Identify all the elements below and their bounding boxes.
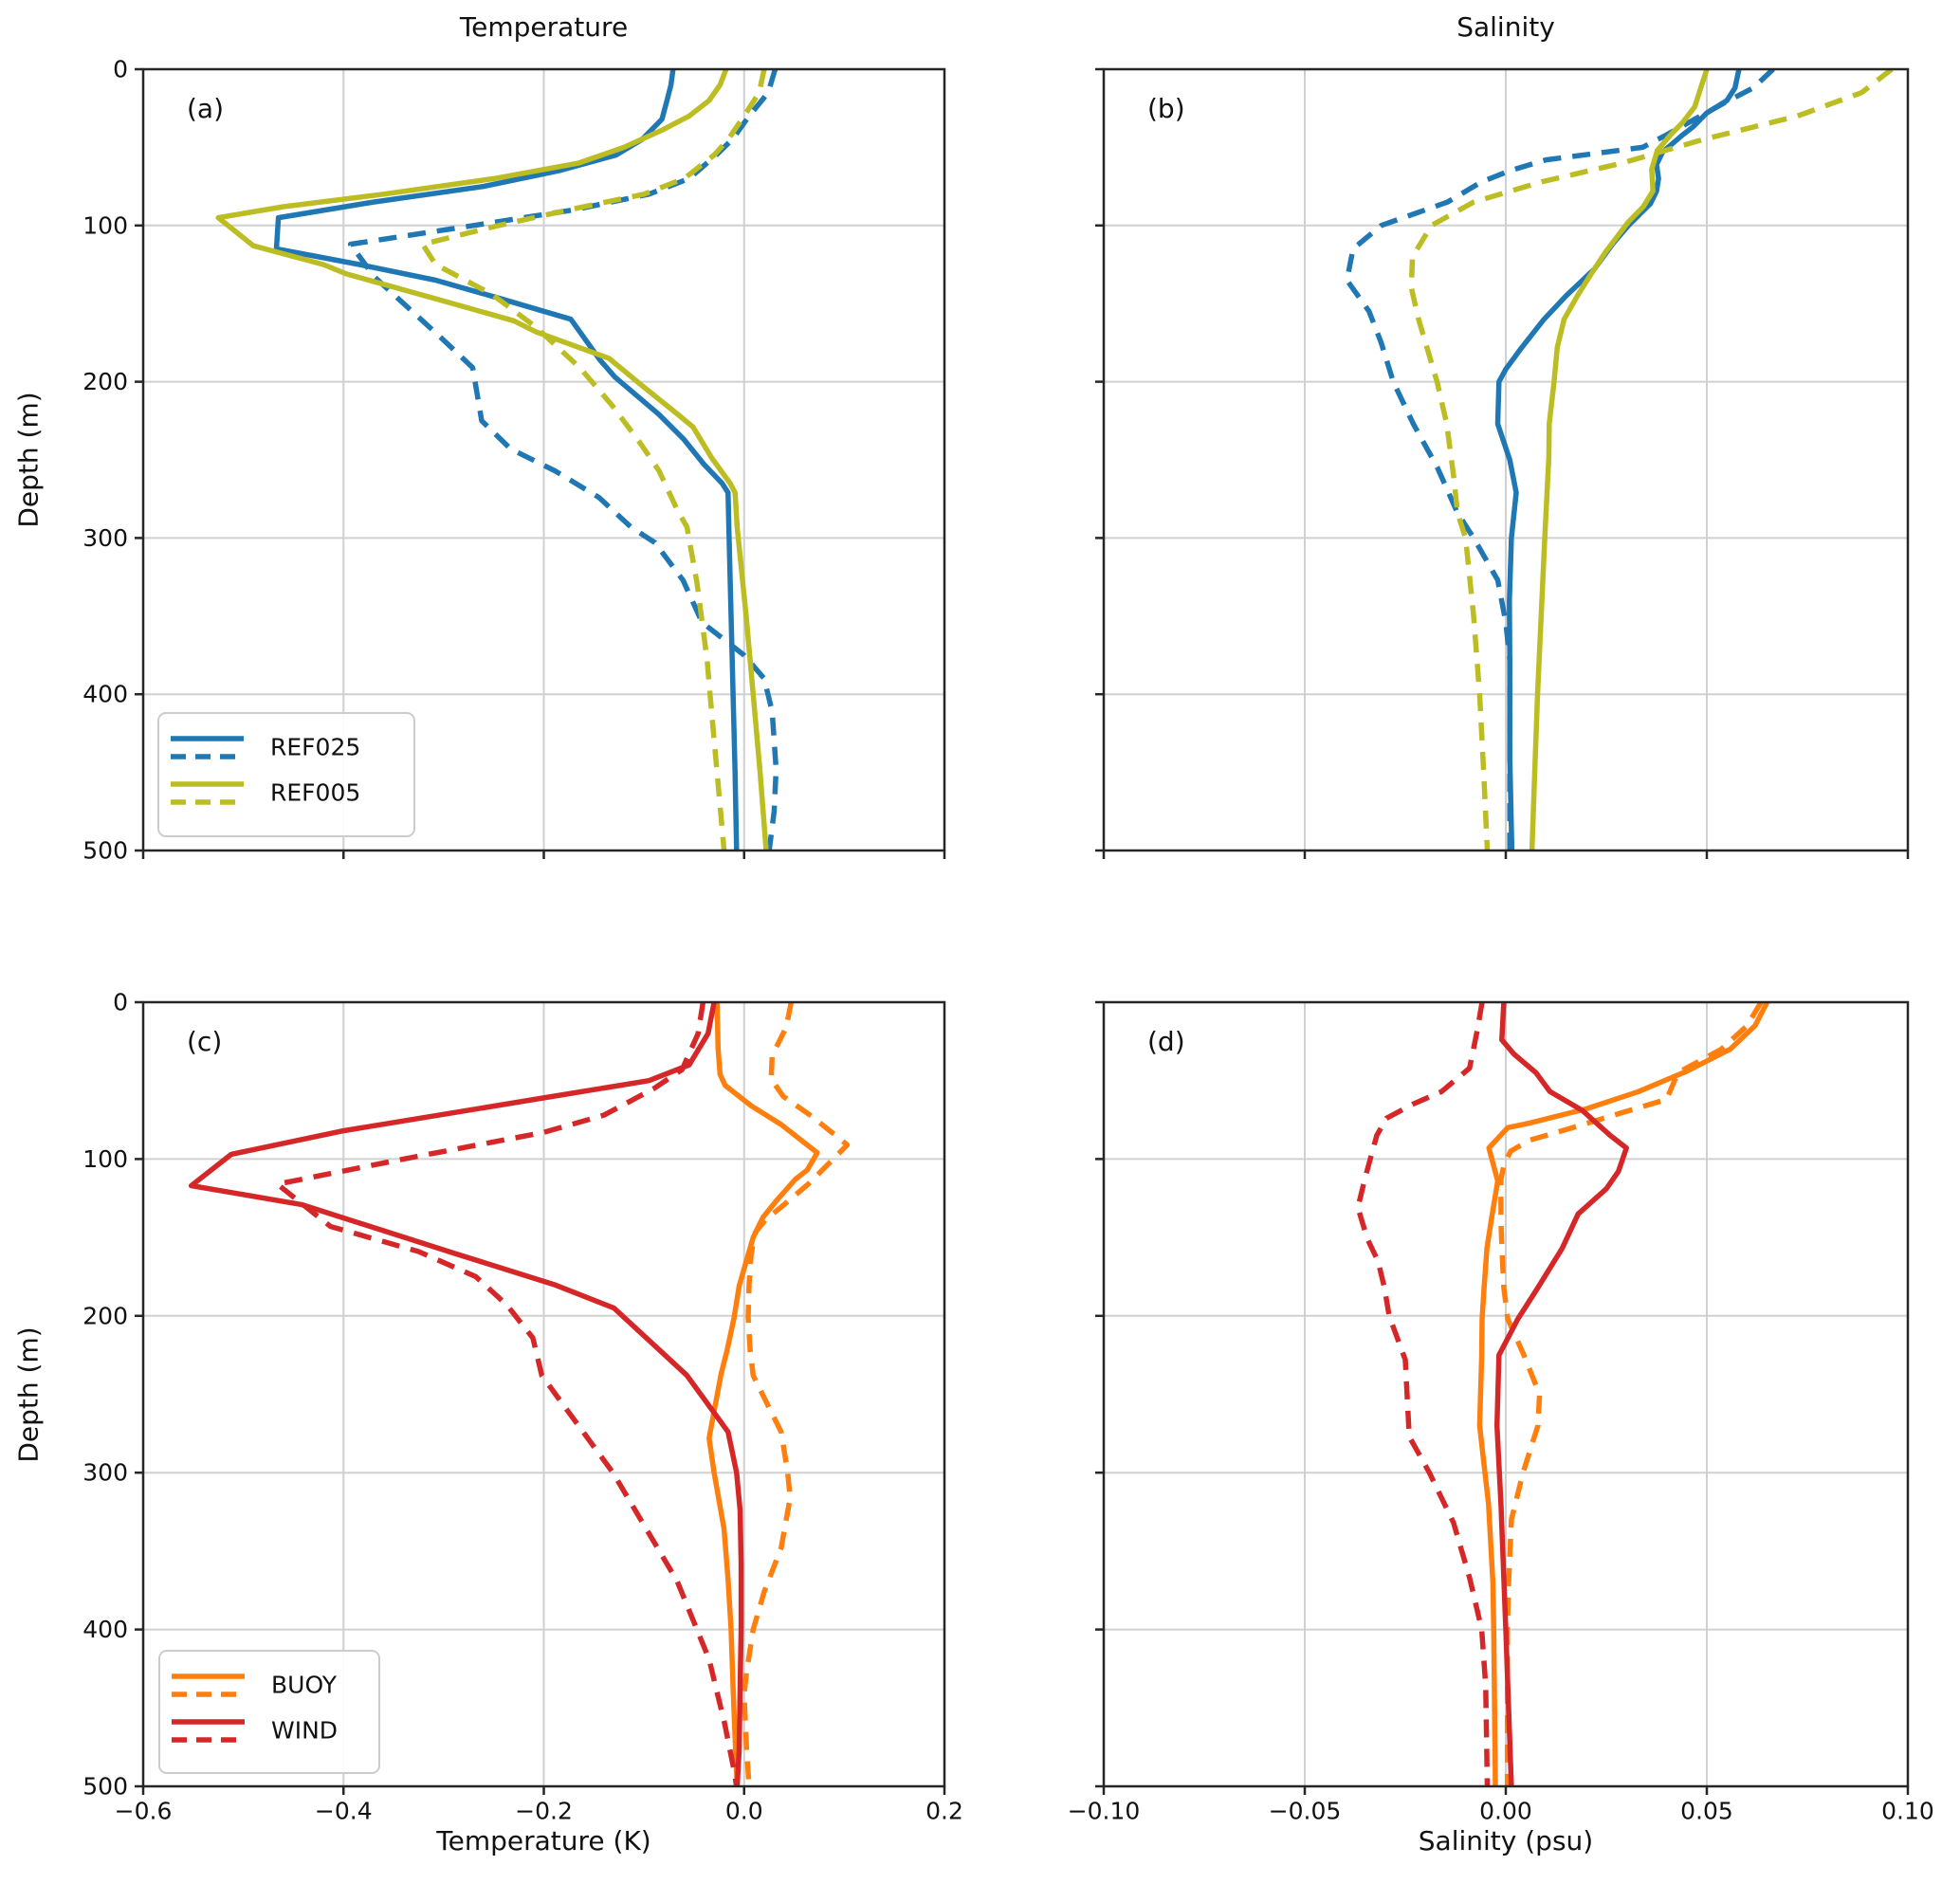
x-tick-label: 0.2 [925, 1797, 963, 1824]
x-axis-label-salinity: Salinity (psu) [1418, 1825, 1594, 1856]
column-title-salinity: Salinity [1456, 11, 1555, 43]
legend: REF025 REF005 [157, 712, 415, 837]
legend-box [157, 712, 415, 837]
x-tick-label: −0.6 [115, 1797, 173, 1824]
legend-label-REF025: REF025 [270, 734, 360, 761]
column-title-temperature: Temperature [459, 11, 629, 43]
series-WIND-dashed-line [274, 1002, 740, 1786]
x-tick-label: −0.2 [515, 1797, 573, 1824]
series-REF005-dashed-line [1408, 69, 1894, 850]
series-REF005-solid-line [215, 69, 769, 850]
x-tick-label: 0.10 [1881, 1797, 1934, 1824]
legend-box [158, 1650, 380, 1774]
series-BUOY-dashed-line [741, 1002, 851, 1786]
panel-letter-c: (c) [187, 1026, 222, 1057]
x-tick-label: 0.0 [725, 1797, 763, 1824]
series-WIND-solid-line [188, 1002, 744, 1786]
panel-d-plot: −0.10 −0.05 0.00 0.05 0.10 (d) [1068, 1000, 1934, 1824]
legend-label-REF005: REF005 [270, 779, 360, 807]
y-tick-label: 100 [82, 211, 128, 239]
x-tick-label: 0.05 [1680, 1797, 1733, 1824]
x-axis-label-temperature: Temperature (K) [436, 1825, 651, 1856]
y-tick-label: 500 [82, 837, 128, 865]
y-tick-label: 200 [82, 1302, 128, 1329]
legend-label-BUOY: BUOY [271, 1672, 338, 1699]
panel-letter-d: (d) [1147, 1026, 1185, 1057]
x-tick-label: 0.00 [1479, 1797, 1532, 1824]
y-tick-label: 300 [82, 1459, 128, 1487]
series-REF025-dashed-line [1344, 69, 1775, 850]
series-WIND-solid-line [1493, 1002, 1629, 1786]
panel-a-plot: 0 100 200 300 400 500 (a) REF025 REF005 [82, 56, 946, 865]
panel-letter-a: (a) [187, 93, 224, 124]
y-tick-label: 200 [82, 368, 128, 395]
series-REF005-dashed-line [419, 69, 767, 850]
y-axis-label-bottom: Depth (m) [12, 1326, 45, 1463]
series-BUOY-solid-line [1476, 1002, 1770, 1786]
y-tick-label: 300 [82, 524, 128, 552]
x-tick-label: −0.4 [315, 1797, 373, 1824]
series-REF025-dashed-line [347, 69, 779, 850]
panel-letter-b: (b) [1147, 93, 1185, 124]
series-BUOY-solid-line [706, 1002, 820, 1786]
legend-label-WIND: WIND [271, 1717, 338, 1745]
y-tick-label: 0 [113, 56, 128, 83]
series-BUOY-dashed-line [1498, 1002, 1764, 1786]
legend: BUOY WIND [158, 1650, 380, 1774]
series-WIND-dashed-line [1355, 1002, 1491, 1786]
x-tick-label: −0.10 [1068, 1797, 1141, 1824]
y-tick-label: 100 [82, 1145, 128, 1173]
y-tick-label: 500 [82, 1773, 128, 1801]
panel-b-plot: (b) [1095, 67, 1910, 859]
y-tick-label: 0 [113, 989, 128, 1016]
x-tick-label: −0.05 [1269, 1797, 1342, 1824]
panel-c-plot: −0.6 −0.4 −0.2 0.0 0.2 0 100 200 300 400 500 (c) BUO… [82, 989, 963, 1825]
y-axis-label-top: Depth (m) [12, 392, 45, 528]
series-REF005-solid-line [1529, 69, 1710, 850]
y-tick-label: 400 [82, 1616, 128, 1643]
y-tick-label: 400 [82, 681, 128, 708]
